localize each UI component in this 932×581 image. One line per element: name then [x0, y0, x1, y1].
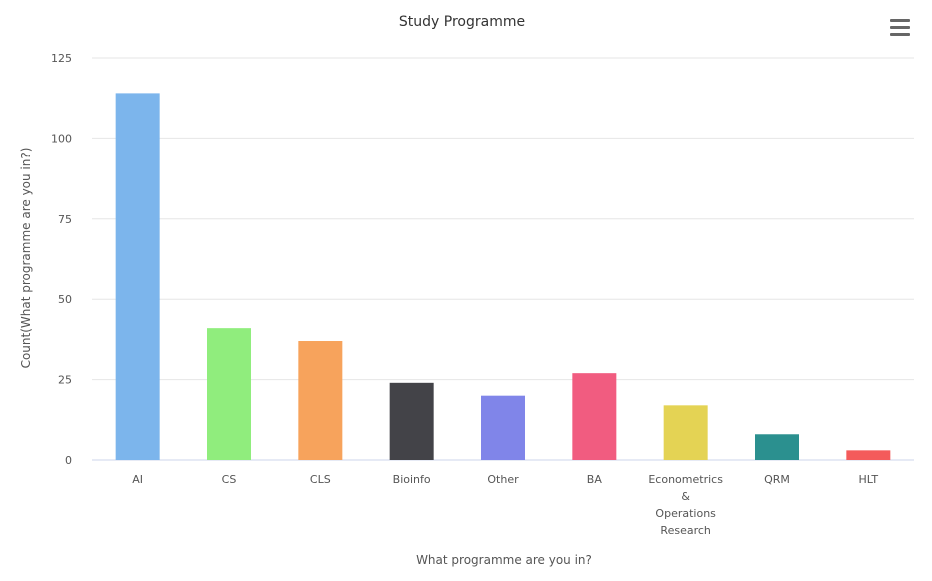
x-tick-label: Other [487, 473, 519, 486]
x-tick-label: HLT [859, 473, 879, 486]
y-tick-label: 25 [58, 374, 72, 387]
bar-other[interactable] [481, 395, 525, 460]
bar-qrm[interactable] [755, 434, 799, 460]
x-tick-label: CLS [310, 473, 331, 486]
x-tick-label: AI [132, 473, 143, 486]
bars [115, 93, 891, 460]
y-axis-ticks: 0 25 50 75 100 125 [51, 52, 72, 467]
y-tick-label: 125 [51, 52, 72, 65]
x-tick-label: & [681, 490, 690, 503]
bar-econometrics-operations-research[interactable] [663, 405, 708, 460]
bar-cls[interactable] [298, 341, 343, 460]
x-axis-ticks: AI CS CLS Bioinfo Other BA Econometrics & Operat… [132, 473, 878, 537]
bar-ai[interactable] [115, 93, 160, 460]
x-axis-title: What programme are you in? [416, 553, 592, 567]
bar-ba[interactable] [572, 373, 617, 460]
chart-title: Study Programme [399, 14, 525, 30]
hamburger-menu-icon [890, 19, 910, 36]
y-tick-label: 50 [58, 293, 72, 306]
bar-cs[interactable] [207, 328, 251, 460]
x-tick-label: CS [222, 473, 237, 486]
y-tick-label: 75 [58, 213, 72, 226]
x-tick-label: Econometrics [648, 473, 723, 486]
bar-bioinfo[interactable] [389, 382, 434, 460]
y-tick-label: 100 [51, 132, 72, 145]
x-tick-label: Operations [655, 507, 716, 520]
x-tick-label: BA [587, 473, 603, 486]
y-tick-label: 0 [65, 454, 72, 467]
x-tick-label: QRM [764, 473, 790, 486]
bar-hlt[interactable] [846, 450, 891, 460]
x-tick-label: Research [660, 524, 710, 537]
chart-menu-button[interactable] [890, 19, 910, 36]
y-axis-title: Count(What programme are you in?) [19, 148, 33, 369]
x-tick-label: Bioinfo [393, 473, 431, 486]
